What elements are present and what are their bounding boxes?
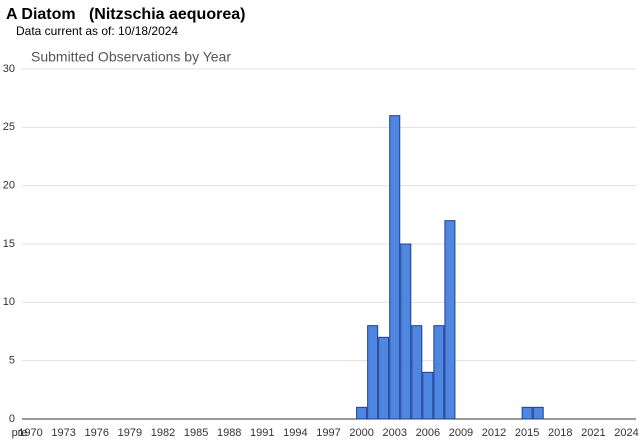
chart-title: Submitted Observations by Year <box>31 49 231 65</box>
bar <box>521 406 533 420</box>
x-tick-label: 1973 <box>51 427 75 439</box>
bar <box>422 371 434 420</box>
x-tick-label: 1988 <box>217 427 241 439</box>
y-tick-label: 30 <box>3 63 15 75</box>
bar <box>367 325 379 420</box>
x-tick-label: 1976 <box>85 427 109 439</box>
x-tick-label: 2009 <box>449 427 473 439</box>
y-tick-label: 5 <box>9 355 15 367</box>
y-tick-label: 20 <box>3 180 15 192</box>
x-tick-label: pre <box>12 427 28 439</box>
x-tick-label: 2024 <box>614 427 638 439</box>
x-tick-label: 2021 <box>581 427 605 439</box>
x-tick-label: 1982 <box>151 427 175 439</box>
bar <box>433 325 445 420</box>
x-tick-label: 1991 <box>250 427 274 439</box>
x-tick-label: 1970 <box>18 427 42 439</box>
x-tick-label: 2018 <box>548 427 572 439</box>
x-tick-label: 2003 <box>382 427 406 439</box>
y-tick-label: 0 <box>9 413 15 425</box>
x-tick-label: 2015 <box>515 427 539 439</box>
bar <box>400 243 412 420</box>
page-title: A Diatom (Nitzschia aequorea) <box>6 6 245 23</box>
x-tick-label: 2000 <box>349 427 373 439</box>
page-subtitle: Data current as of: 10/18/2024 <box>16 24 178 38</box>
bar <box>378 336 390 420</box>
bar <box>532 406 544 420</box>
bar <box>356 406 368 420</box>
x-tick-label: 1985 <box>184 427 208 439</box>
x-tick-label: 2012 <box>482 427 506 439</box>
x-tick-label: 2006 <box>416 427 440 439</box>
x-tick-label: 1994 <box>283 427 307 439</box>
y-tick-label: 10 <box>3 296 15 308</box>
y-tick-label: 25 <box>3 121 15 133</box>
y-tick-label: 15 <box>3 238 15 250</box>
x-tick-label: 1997 <box>316 427 340 439</box>
x-tick-label: 1979 <box>118 427 142 439</box>
bar <box>411 325 423 420</box>
bar <box>389 115 401 420</box>
bar <box>444 220 456 420</box>
